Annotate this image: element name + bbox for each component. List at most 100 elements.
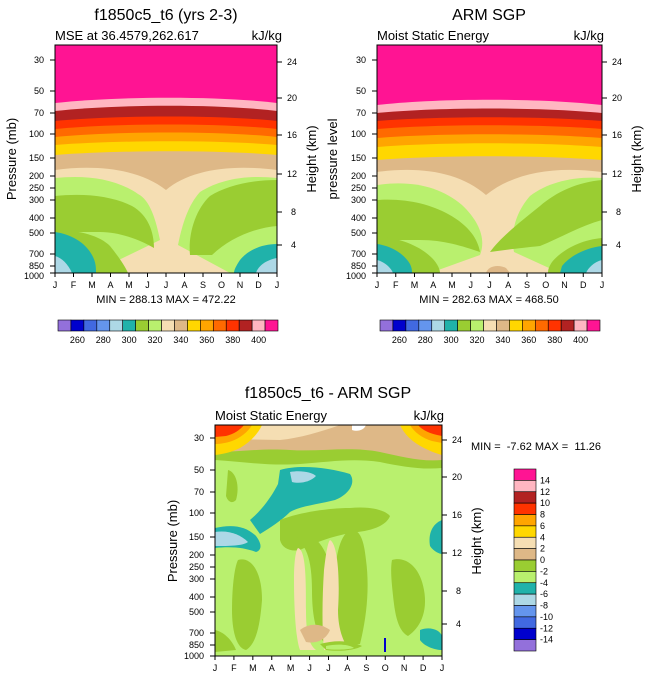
- height-tick-label: 20: [287, 93, 297, 103]
- colorbar-swatch: [212, 319, 227, 332]
- colorbar-swatch: [96, 319, 111, 332]
- panel-model-ylabel-right: Height (km): [304, 125, 319, 192]
- x-tick-label: J: [469, 280, 474, 290]
- contour-band-neg6: [250, 467, 353, 534]
- panel-diff-contours: [215, 425, 442, 656]
- y-tick-label: 30: [194, 433, 204, 443]
- contour-band-10: [215, 425, 244, 437]
- contour-band-320-right: [490, 180, 602, 252]
- colorbar-swatch: [534, 319, 549, 332]
- y-tick-label: 500: [189, 607, 204, 617]
- x-tick-label: N: [401, 663, 408, 673]
- colorbar-label: 12: [540, 487, 550, 497]
- colorbar-label: 300: [444, 335, 459, 345]
- x-tick-label: J: [53, 280, 58, 290]
- colorbar-label: 2: [540, 544, 545, 554]
- colorbar-swatch: [513, 525, 537, 538]
- y-tick-label: 400: [29, 213, 44, 223]
- colorbar-swatch: [470, 319, 484, 332]
- panel-obs-minmax: MIN = 282.63 MAX = 468.50: [419, 294, 558, 306]
- colorbar-label: 320: [148, 335, 163, 345]
- colorbar-swatch: [148, 319, 162, 332]
- panel-obs-units: kJ/kg: [574, 28, 604, 43]
- x-tick-label: J: [375, 280, 380, 290]
- y-tick-label: 150: [29, 153, 44, 163]
- colorbar-label: 0: [540, 555, 545, 565]
- y-tick-label: 1000: [24, 271, 44, 281]
- x-tick-label: O: [542, 280, 549, 290]
- y-tick-label: 700: [29, 249, 44, 259]
- y-tick-label: 50: [34, 86, 44, 96]
- height-tick-label: 16: [287, 130, 297, 140]
- colorbar-swatch: [238, 319, 253, 332]
- colorbar-swatch: [161, 319, 175, 332]
- colorbar-label: 400: [573, 335, 588, 345]
- colorbar-label: 340: [173, 335, 188, 345]
- y-tick-label: 500: [351, 228, 366, 238]
- panel-diff-ylabel-right: Height (km): [469, 507, 484, 574]
- contour-band-neg12-spot: [384, 638, 386, 652]
- colorbar-swatch: [509, 319, 523, 332]
- colorbar-swatch: [70, 319, 85, 332]
- height-tick-label: 8: [616, 207, 621, 217]
- panel-diff-y-right-ticks: 24 20 16 12 8 4: [442, 435, 462, 629]
- panel-obs-contours: [377, 45, 602, 273]
- panel-obs-ylabel: pressure level: [325, 118, 340, 199]
- contour-band-0-lower-left: [215, 630, 236, 652]
- panel-obs-y-ticks: 30 50 70 100 150 200 250 300 400 500 700…: [346, 55, 377, 281]
- y-tick-label: 150: [351, 153, 366, 163]
- x-tick-label: M: [411, 280, 419, 290]
- panel-diff-y-ticks: 30 50 70 100 150 200 250 300 400 500 700…: [184, 433, 215, 661]
- y-tick-label: 100: [29, 129, 44, 139]
- colorbar-swatch: [444, 319, 458, 332]
- x-tick-label: D: [420, 663, 427, 673]
- x-tick-label: A: [107, 280, 113, 290]
- height-tick-label: 12: [452, 548, 462, 558]
- y-tick-label: 250: [189, 562, 204, 572]
- contour-band-0-right-column: [391, 559, 426, 636]
- colorbar-label: 360: [521, 335, 536, 345]
- colorbar-label: -10: [540, 612, 553, 622]
- colorbar-swatch: [513, 571, 537, 584]
- contour-band-300-right: [256, 258, 277, 273]
- y-tick-label: 700: [351, 249, 366, 259]
- contour-band-300-left: [377, 260, 393, 273]
- height-tick-label: 20: [452, 472, 462, 482]
- panel-diff-ylabel: Pressure (mb): [165, 500, 180, 582]
- y-tick-label: 100: [189, 508, 204, 518]
- x-tick-label: A: [344, 663, 350, 673]
- height-tick-label: 24: [287, 57, 297, 67]
- panel-diff-minmax: MIN = -7.62 MAX = 11.26: [471, 441, 601, 453]
- x-tick-label: J: [600, 280, 605, 290]
- y-tick-label: 400: [189, 592, 204, 602]
- y-tick-label: 850: [29, 261, 44, 271]
- panel-obs-title: ARM SGP: [452, 7, 526, 24]
- x-tick-label: J: [326, 663, 331, 673]
- y-tick-label: 50: [194, 465, 204, 475]
- y-tick-label: 250: [351, 183, 366, 193]
- x-tick-label: J: [275, 280, 280, 290]
- colorbar-swatch: [513, 559, 537, 572]
- colorbar-label: 280: [96, 335, 111, 345]
- x-tick-label: J: [487, 280, 492, 290]
- contour-band-320-left: [377, 199, 480, 252]
- panel-model-ylabel: Pressure (mb): [4, 118, 19, 200]
- panel-model-units: kJ/kg: [252, 28, 282, 43]
- colorbar-label: -8: [540, 601, 548, 611]
- y-tick-label: 200: [189, 550, 204, 560]
- x-tick-label: F: [231, 663, 237, 673]
- contour-band-340-surface: [486, 265, 510, 273]
- y-tick-label: 300: [189, 574, 204, 584]
- colorbar-label: -14: [540, 635, 553, 645]
- x-tick-label: N: [561, 280, 568, 290]
- colorbar-swatch: [496, 319, 510, 332]
- x-tick-label: M: [125, 280, 133, 290]
- colorbar-swatch: [513, 502, 537, 515]
- colorbar-swatch: [418, 319, 433, 332]
- colorbar-swatch: [431, 319, 446, 332]
- x-tick-label: A: [269, 663, 275, 673]
- panel-diff-title: f1850c5_t6 - ARM SGP: [245, 385, 411, 402]
- colorbar-label: 300: [122, 335, 137, 345]
- contour-band-300-right: [586, 260, 602, 273]
